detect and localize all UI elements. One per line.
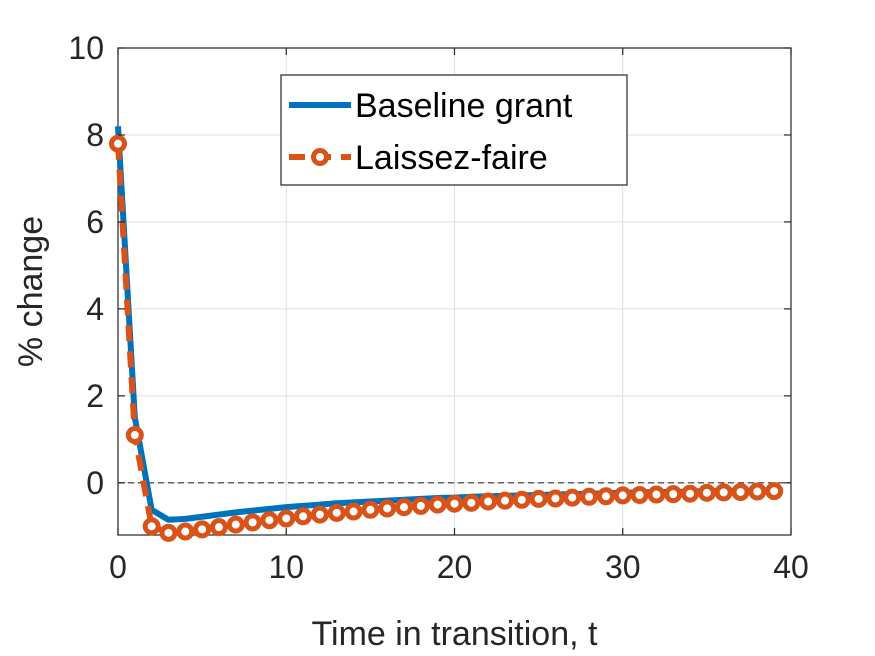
series-2-marker <box>512 490 531 509</box>
y-tick-label: 6 <box>86 204 104 240</box>
series-2-marker <box>209 518 228 537</box>
legend-label-2: Laissez-faire <box>355 139 548 177</box>
series-2-marker <box>310 505 329 524</box>
tick-layer: 0 10 20 30 40 0 2 4 6 8 10 <box>68 30 808 585</box>
series-2-marker <box>193 520 212 539</box>
series-2-marker <box>344 502 363 521</box>
series-2-marker <box>277 509 296 528</box>
series-2-marker <box>529 489 548 508</box>
series-2-marker <box>176 522 195 541</box>
series-2-marker <box>125 425 144 444</box>
series-2-marker <box>630 485 649 504</box>
series-2-marker <box>664 485 683 504</box>
series-2-marker <box>697 483 716 502</box>
series-2-marker <box>226 515 245 534</box>
series-2-marker <box>428 495 447 514</box>
series-2-marker <box>647 485 666 504</box>
series-2-marker <box>714 483 733 502</box>
y-tick-label: 10 <box>68 30 104 66</box>
x-tick-label: 30 <box>605 549 641 585</box>
series-2-marker <box>748 482 767 501</box>
series-2-marker <box>445 494 464 513</box>
series-2-marker <box>462 493 481 512</box>
y-tick-label: 8 <box>86 117 104 153</box>
x-tick-label: 10 <box>268 549 304 585</box>
series-2-marker <box>378 499 397 518</box>
series-2-marker <box>243 513 262 532</box>
series-2-marker <box>580 487 599 506</box>
y-tick-label: 2 <box>86 378 104 414</box>
series-2-marker <box>681 484 700 503</box>
series-2-marker <box>260 511 279 530</box>
legend-marker-2 <box>311 148 329 166</box>
series-2-marker <box>546 489 565 508</box>
x-tick-label: 0 <box>109 549 127 585</box>
series-2-marker <box>159 523 178 542</box>
series-2-marker <box>142 517 161 536</box>
series-layer <box>109 126 784 542</box>
series-2-marker <box>765 482 784 501</box>
legend: Baseline grant Laissez-faire <box>280 74 628 186</box>
x-axis-label: Time in transition, t <box>312 615 598 653</box>
series-2-marker <box>479 492 498 511</box>
series-2-marker <box>495 491 514 510</box>
legend-label-1: Baseline grant <box>355 87 573 125</box>
series-2-marker <box>109 134 127 153</box>
series-2-marker <box>361 500 380 519</box>
series-2-marker <box>327 503 346 522</box>
x-tick-label: 20 <box>437 549 473 585</box>
y-axis-label: % change <box>12 216 50 367</box>
y-tick-label: 0 <box>86 465 104 501</box>
series-2-marker <box>395 498 414 517</box>
legend-box <box>280 74 628 186</box>
series-2-marker <box>731 482 750 501</box>
series-2-marker <box>411 496 430 515</box>
x-tick-label: 40 <box>773 549 809 585</box>
y-tick-label: 4 <box>86 291 104 327</box>
series-2-marker <box>563 488 582 507</box>
series-2-marker <box>613 486 632 505</box>
series-2-marker <box>294 507 313 526</box>
series-2-marker <box>596 487 615 506</box>
